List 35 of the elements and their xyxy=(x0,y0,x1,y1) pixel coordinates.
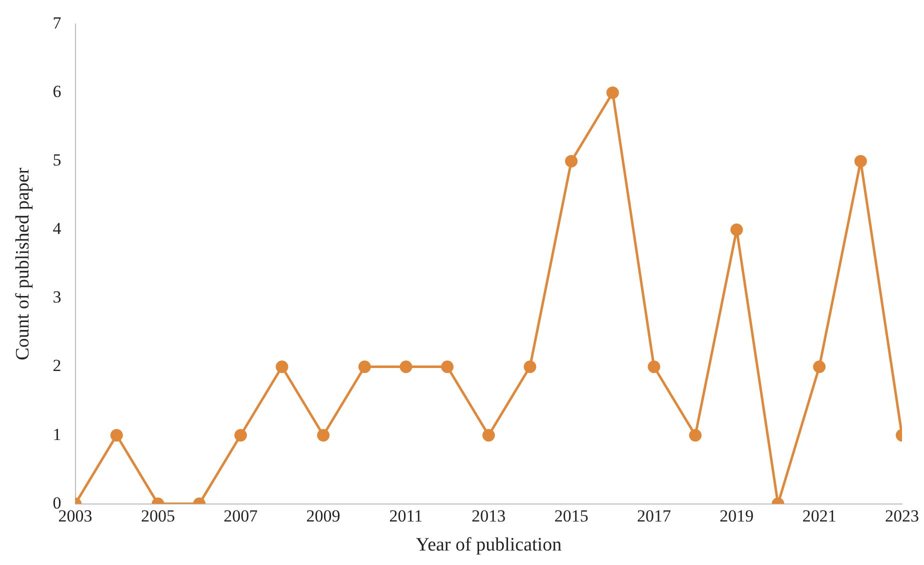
point xyxy=(441,360,454,374)
x-tick-label: 2019 xyxy=(720,506,754,526)
x-tick-label: 2007 xyxy=(224,506,258,526)
point xyxy=(234,429,247,442)
point xyxy=(854,154,867,168)
y-tick-label: 7 xyxy=(52,14,62,33)
point xyxy=(606,86,619,99)
x-tick-label: 2023 xyxy=(885,506,919,526)
point xyxy=(730,223,743,236)
point xyxy=(110,429,123,442)
point xyxy=(482,429,495,442)
point xyxy=(358,360,371,374)
y-tick-label: 2 xyxy=(52,356,62,376)
point xyxy=(400,360,412,374)
point xyxy=(524,360,536,374)
point xyxy=(317,429,330,442)
point xyxy=(276,360,288,374)
x-tick-label: 2005 xyxy=(140,506,175,526)
x-tick-label: 2017 xyxy=(636,506,672,526)
point xyxy=(565,154,578,168)
y-tick-label: 5 xyxy=(52,150,62,170)
x-axis-title: Year of publication xyxy=(416,534,562,556)
x-tick-label: 2013 xyxy=(472,506,506,526)
y-tick-label: 6 xyxy=(52,82,62,102)
y-axis-title: Count of published paper xyxy=(12,167,34,360)
point xyxy=(648,360,660,374)
y-tick-label: 4 xyxy=(52,219,62,238)
point xyxy=(689,429,702,442)
x-tick-label: 2009 xyxy=(306,506,340,526)
x-tick-label: 2021 xyxy=(802,506,836,526)
y-tick-label: 3 xyxy=(52,288,62,307)
y-tick-label: 1 xyxy=(52,424,62,444)
x-tick-label: 2011 xyxy=(389,506,423,526)
point xyxy=(813,360,826,374)
x-tick-label: 2015 xyxy=(554,506,588,526)
